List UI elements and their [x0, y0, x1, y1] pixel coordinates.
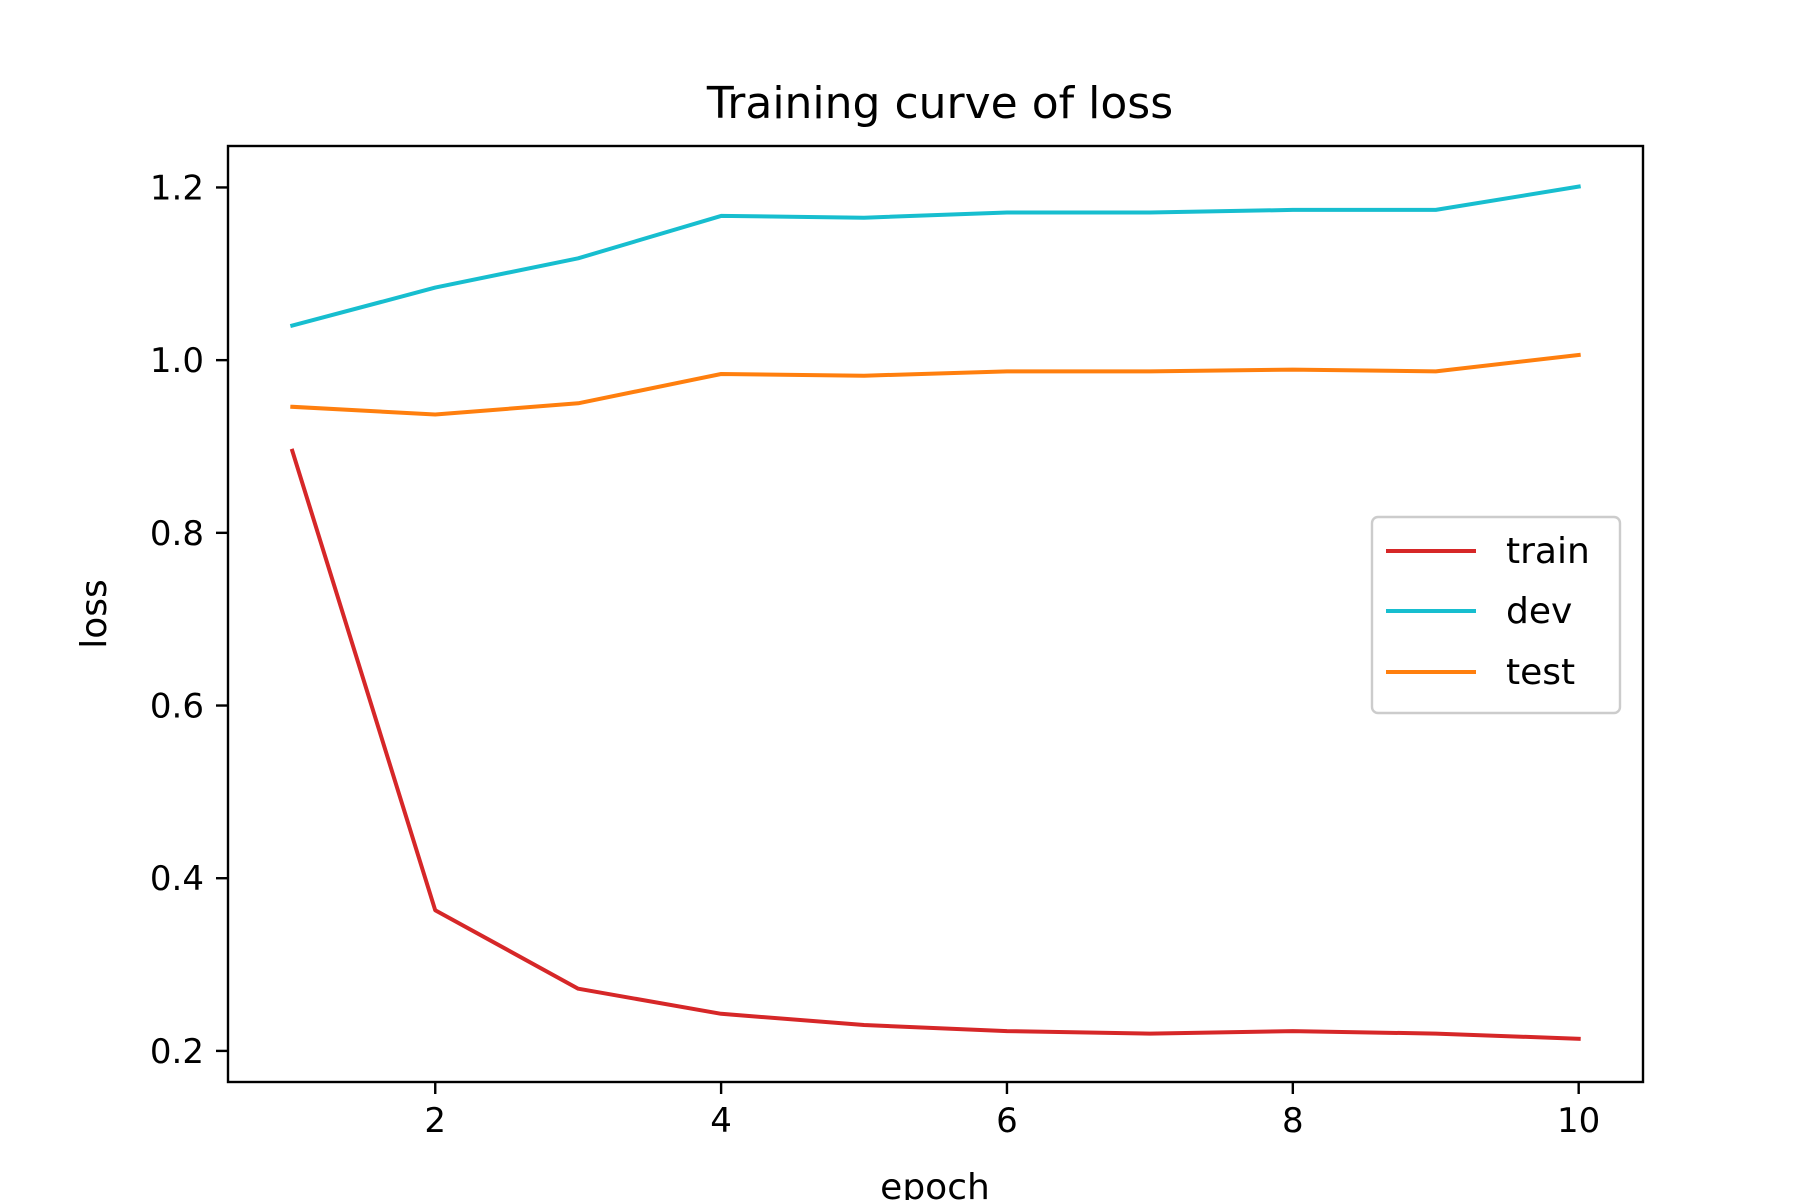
y-axis-label: loss — [74, 579, 115, 649]
y-tick-label: 1.0 — [150, 341, 204, 381]
legend-label-test: test — [1506, 652, 1575, 693]
y-axis: 0.2 0.4 0.6 0.8 1.0 1.2 — [150, 168, 228, 1072]
x-tick-label: 2 — [424, 1101, 446, 1141]
x-tick-label: 10 — [1557, 1101, 1600, 1141]
series-line-dev — [289, 184, 1581, 329]
series-layer — [289, 184, 1581, 1041]
legend-item-train: train — [1386, 531, 1590, 572]
legend-label-train: train — [1506, 531, 1590, 572]
series-line-test — [290, 352, 1581, 417]
x-axis-label: epoch — [880, 1167, 990, 1200]
legend-item-dev: dev — [1386, 591, 1572, 632]
x-axis: 2 4 6 8 10 — [424, 1082, 1600, 1141]
legend-box — [1370, 515, 1622, 715]
y-tick-label: 0.4 — [150, 859, 204, 899]
plot-area — [226, 144, 1645, 1084]
legend-item-test: test — [1386, 652, 1575, 693]
series-line-train — [289, 448, 1581, 1041]
x-tick-label: 4 — [710, 1101, 732, 1141]
chart-title: Training curve of loss — [706, 78, 1173, 129]
y-tick-label: 0.2 — [150, 1032, 204, 1072]
y-tick-label: 0.8 — [150, 514, 204, 554]
legend-label-dev: dev — [1506, 591, 1572, 632]
x-tick-label: 8 — [1282, 1101, 1304, 1141]
x-tick-label: 6 — [996, 1101, 1018, 1141]
y-tick-label: 0.6 — [150, 687, 204, 727]
legend: train dev test — [1370, 515, 1622, 715]
y-tick-label: 1.2 — [150, 168, 204, 208]
axes-frame — [226, 144, 1645, 1084]
